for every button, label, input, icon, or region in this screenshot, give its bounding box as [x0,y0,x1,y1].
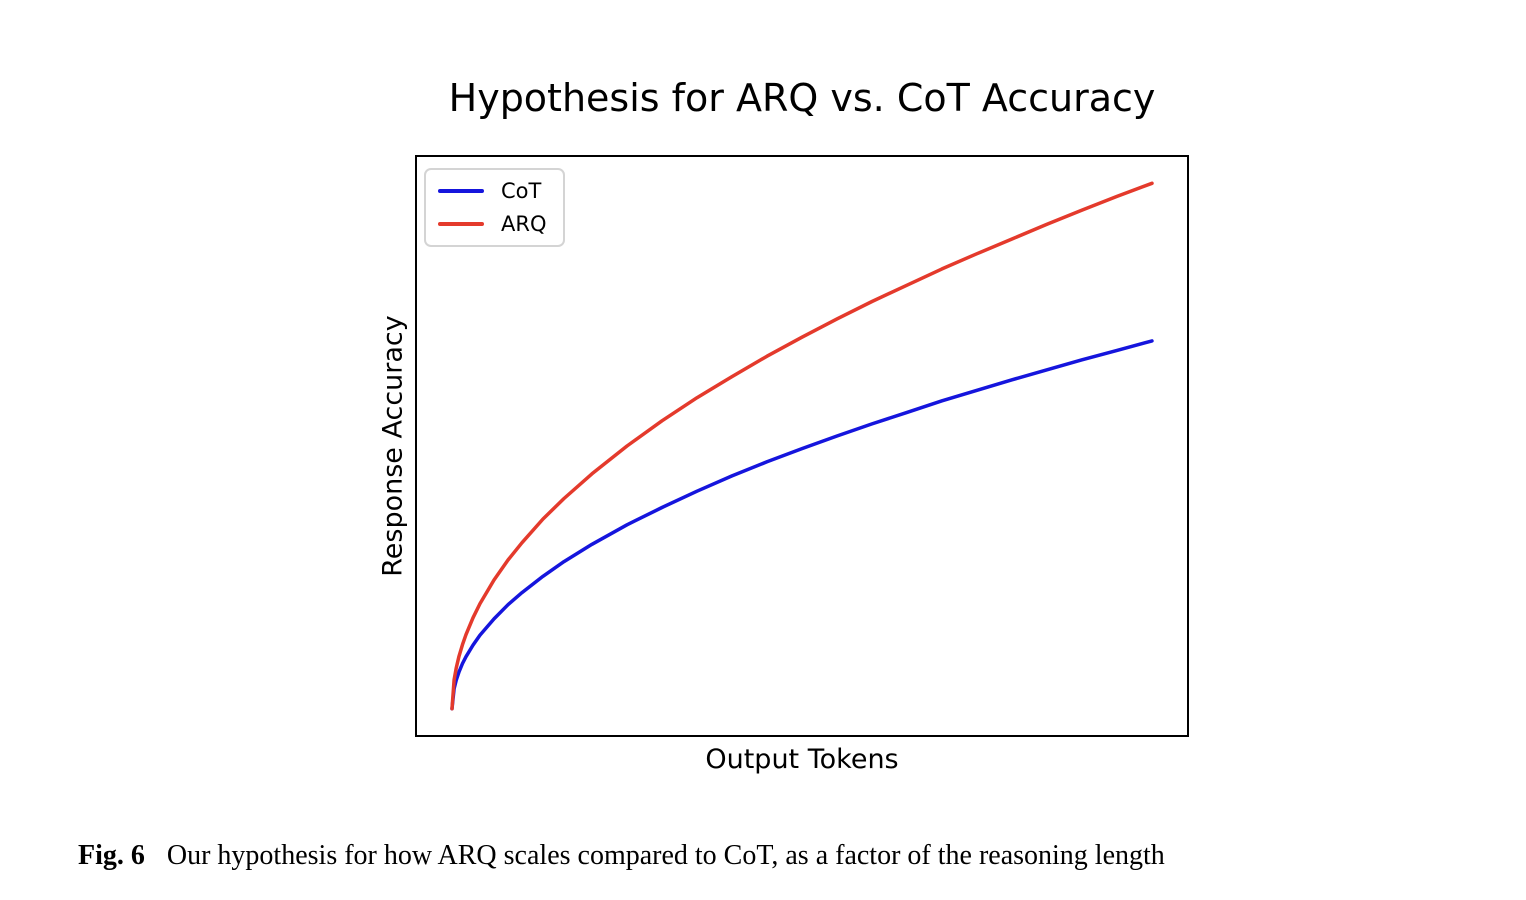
legend-label-arq: ARQ [501,212,547,236]
plot-area: CoT ARQ [415,155,1189,737]
x-axis-label: Output Tokens [705,744,899,775]
plot-canvas [450,181,1154,711]
legend-label-cot: CoT [501,179,542,203]
y-axis-label: Response Accuracy [377,315,409,577]
arq-line-swatch [438,222,484,226]
legend-item-cot: CoT [438,179,547,203]
chart-title: Hypothesis for ARQ vs. CoT Accuracy [448,76,1156,120]
cot-line-swatch [438,189,484,193]
legend-item-arq: ARQ [438,212,547,236]
arq-curve [450,181,1154,711]
legend: CoT ARQ [424,168,565,247]
caption-text: Our hypothesis for how ARQ scales compar… [166,840,1165,871]
caption-label: Fig. 6 [78,840,145,871]
figure-caption: Fig. 6 Our hypothesis for how ARQ scales … [78,840,1498,872]
cot-curve [450,339,1154,711]
